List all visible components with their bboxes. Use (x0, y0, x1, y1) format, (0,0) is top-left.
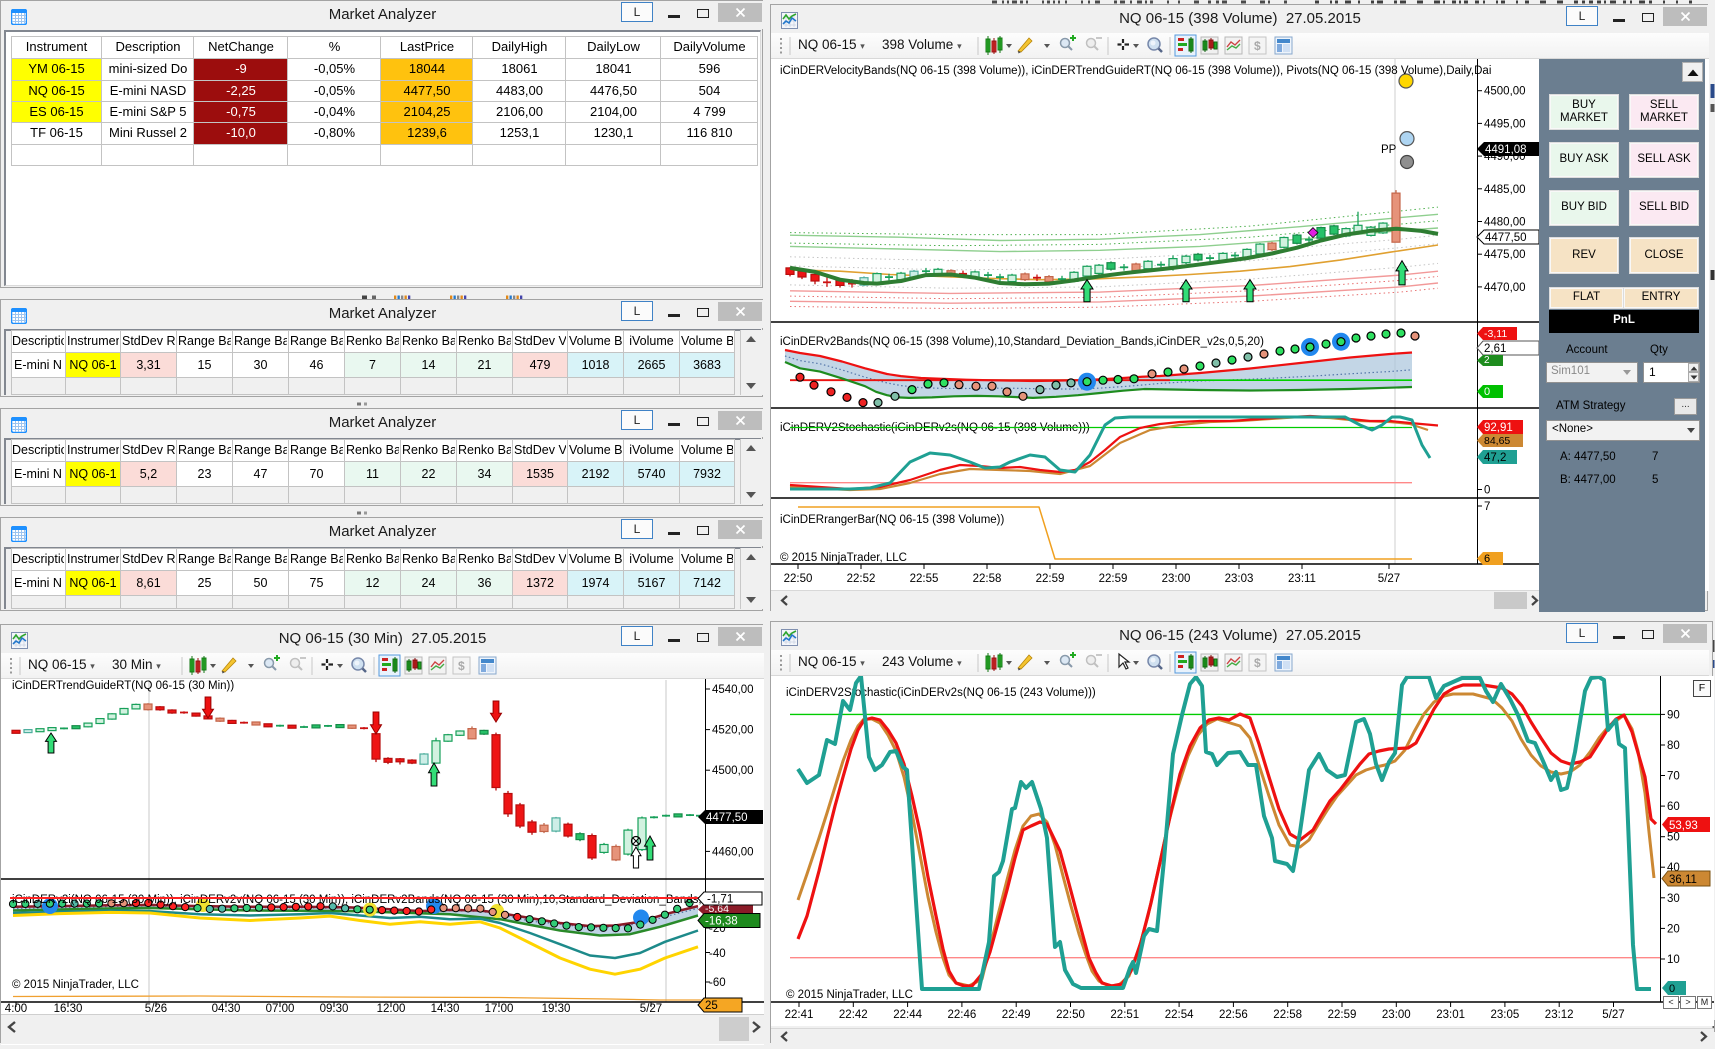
svg-text:30: 30 (1667, 893, 1680, 905)
svg-text:2: 2 (1484, 355, 1490, 366)
svg-text:50: 50 (1667, 832, 1680, 844)
svg-text:25: 25 (705, 1000, 718, 1012)
svg-text:© 2015 NinjaTrader, LLC: © 2015 NinjaTrader, LLC (12, 979, 139, 991)
svg-text:5/27: 5/27 (1378, 573, 1400, 585)
svg-text:22:41: 22:41 (785, 1009, 814, 1021)
svg-text:5/26: 5/26 (145, 1003, 167, 1015)
svg-text:$: $ (1254, 39, 1261, 53)
svg-text:4477,50: 4477,50 (706, 812, 748, 824)
svg-text:22:49: 22:49 (1002, 1009, 1031, 1021)
svg-text:4500,00: 4500,00 (1484, 86, 1526, 98)
svg-text:47,2: 47,2 (1484, 452, 1506, 464)
svg-text:-1,71: -1,71 (707, 894, 733, 906)
svg-text:2,61: 2,61 (1484, 343, 1506, 355)
svg-text:23:00: 23:00 (1162, 573, 1191, 585)
svg-text:22:59: 22:59 (1328, 1009, 1357, 1021)
svg-text:22:42: 22:42 (839, 1009, 868, 1021)
svg-text:-3,11: -3,11 (1484, 328, 1507, 340)
svg-text:4500,00: 4500,00 (712, 765, 754, 777)
svg-text:04:30: 04:30 (212, 1003, 241, 1015)
svg-text:4491,08: 4491,08 (1485, 144, 1527, 156)
svg-text:iCinDERTrendGuideRT(NQ 06-15 (: iCinDERTrendGuideRT(NQ 06-15 (30 Min)) (12, 680, 234, 692)
svg-text:22:44: 22:44 (893, 1009, 922, 1021)
svg-text:4460,00: 4460,00 (712, 846, 754, 858)
svg-text:19:30: 19:30 (542, 1003, 571, 1015)
svg-text:22:46: 22:46 (948, 1009, 977, 1021)
svg-text:23:03: 23:03 (1225, 573, 1254, 585)
svg-text:4540,00: 4540,00 (712, 684, 754, 696)
svg-text:70: 70 (1667, 771, 1680, 783)
svg-text:22:56: 22:56 (1219, 1009, 1248, 1021)
svg-text:4495,00: 4495,00 (1484, 118, 1526, 130)
svg-text:5/27: 5/27 (1602, 1009, 1624, 1021)
svg-text:iCinDERrangerBar(NQ 06-15 (398: iCinDERrangerBar(NQ 06-15 (398 Volume)) (780, 514, 1005, 526)
svg-text:$: $ (458, 659, 465, 673)
svg-text:7: 7 (1484, 501, 1490, 513)
svg-text:84,65: 84,65 (1484, 435, 1510, 447)
svg-text:6: 6 (1484, 553, 1490, 565)
svg-text:4485,00: 4485,00 (1484, 184, 1526, 196)
svg-text:5/27: 5/27 (640, 1003, 662, 1015)
svg-text:22:59: 22:59 (1099, 573, 1128, 585)
svg-text:22:58: 22:58 (973, 573, 1002, 585)
svg-text:22:50: 22:50 (1056, 1009, 1085, 1021)
svg-text:12:00: 12:00 (377, 1003, 406, 1015)
svg-text:23:11: 23:11 (1288, 573, 1316, 585)
svg-text:22:50: 22:50 (784, 573, 813, 585)
svg-text:0: 0 (1484, 386, 1490, 398)
svg-text:92,91: 92,91 (1484, 422, 1513, 434)
svg-text:80: 80 (1667, 740, 1680, 752)
svg-text:-5,64: -5,64 (705, 903, 729, 915)
svg-text:20: 20 (1667, 923, 1680, 935)
svg-text:iCinDERV2Stochastic(iCinDERv2s: iCinDERV2Stochastic(iCinDERv2s(NQ 06-15 … (786, 687, 1096, 699)
svg-text:© 2015 NinjaTrader, LLC: © 2015 NinjaTrader, LLC (780, 552, 907, 564)
svg-text:22:51: 22:51 (1110, 1009, 1139, 1021)
svg-text:4480,00: 4480,00 (1484, 217, 1526, 229)
svg-text:60: 60 (1667, 801, 1680, 813)
svg-text:22:52: 22:52 (847, 573, 876, 585)
svg-text:-16,38: -16,38 (705, 916, 738, 928)
svg-text:4520,00: 4520,00 (712, 725, 754, 737)
svg-text:23:12: 23:12 (1545, 1009, 1574, 1021)
svg-text:22:58: 22:58 (1273, 1009, 1302, 1021)
svg-text:90: 90 (1667, 709, 1680, 721)
svg-text:22:55: 22:55 (910, 573, 939, 585)
svg-text:22:54: 22:54 (1165, 1009, 1194, 1021)
svg-text:iCinDERVelocityBands(NQ 06-15: iCinDERVelocityBands(NQ 06-15 (398 Volum… (780, 65, 1491, 77)
svg-text:09:30: 09:30 (320, 1003, 349, 1015)
svg-text:4477,50: 4477,50 (1485, 232, 1527, 244)
svg-text:07:00: 07:00 (266, 1003, 295, 1015)
svg-text:22:59: 22:59 (1036, 573, 1065, 585)
svg-text:14:30: 14:30 (431, 1003, 460, 1015)
svg-text:$: $ (1254, 656, 1261, 670)
svg-text:23:00: 23:00 (1382, 1009, 1411, 1021)
svg-text:4470,00: 4470,00 (1484, 282, 1526, 294)
svg-text:iCinDERv2i(NQ 06-15 (30 Min)),: iCinDERv2i(NQ 06-15 (30 Min)), iCinDERv2… (12, 894, 704, 906)
svg-text:-40: -40 (709, 948, 726, 960)
svg-text:iCinDERv2Bands(NQ 06-15 (398 V: iCinDERv2Bands(NQ 06-15 (398 Volume),10,… (780, 336, 1264, 348)
svg-text:23:01: 23:01 (1436, 1009, 1465, 1021)
svg-text:4:00: 4:00 (5, 1003, 27, 1015)
svg-text:4475,00: 4475,00 (1484, 249, 1526, 261)
svg-text:36,11: 36,11 (1669, 874, 1697, 886)
svg-text:PP: PP (1381, 144, 1397, 156)
svg-text:0: 0 (1484, 485, 1490, 497)
svg-text:23:05: 23:05 (1491, 1009, 1520, 1021)
svg-text:-60: -60 (709, 977, 726, 989)
svg-text:16:30: 16:30 (54, 1003, 83, 1015)
svg-text:© 2015 NinjaTrader, LLC: © 2015 NinjaTrader, LLC (786, 989, 913, 1001)
svg-text:53,93: 53,93 (1669, 820, 1698, 832)
svg-text:0: 0 (1669, 983, 1675, 995)
svg-text:10: 10 (1667, 954, 1680, 966)
svg-text:17:00: 17:00 (485, 1003, 514, 1015)
